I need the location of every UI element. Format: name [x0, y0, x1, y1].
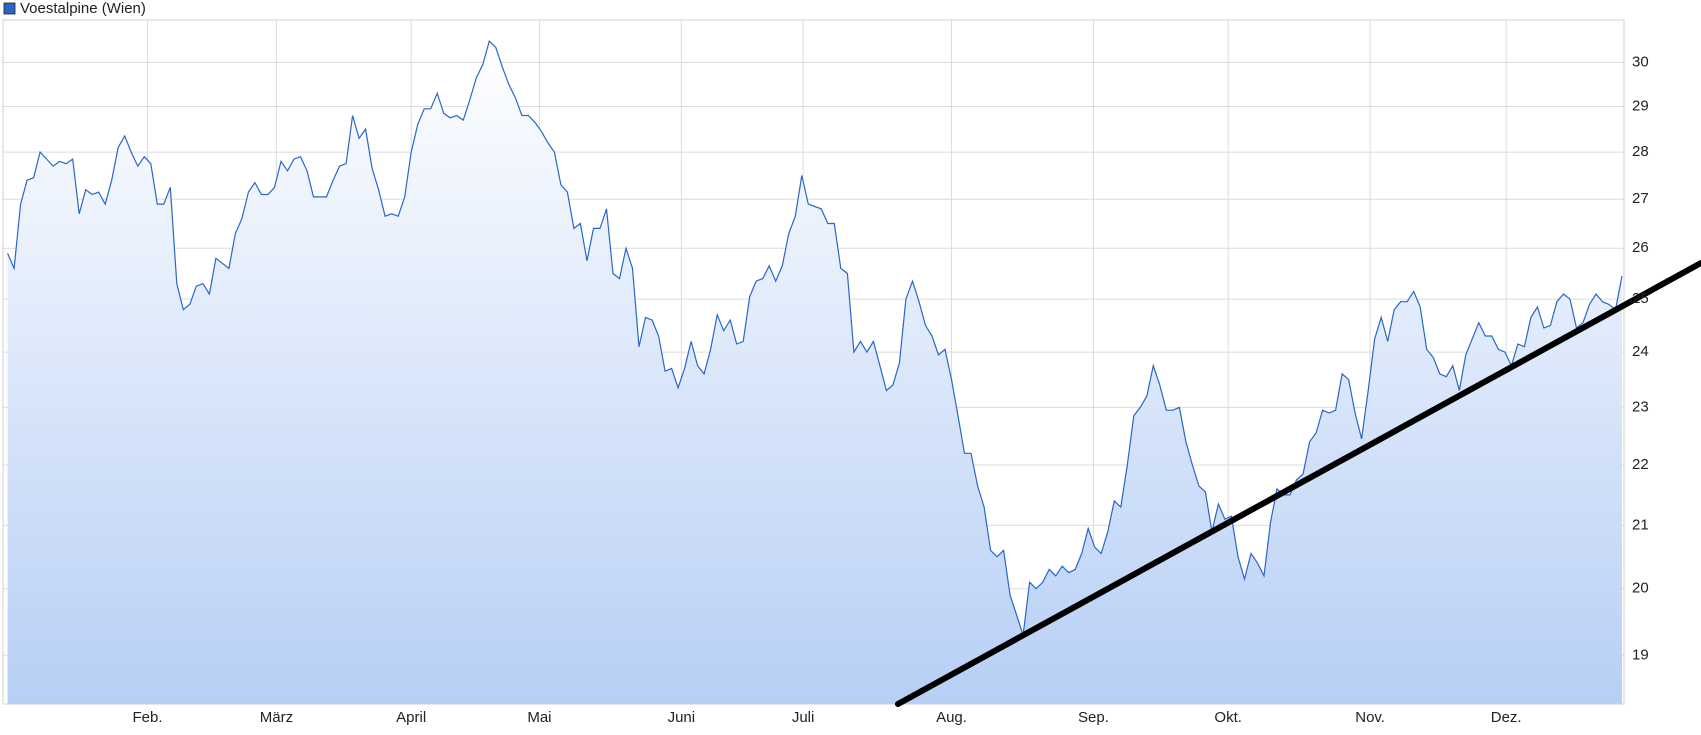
legend-label: Voestalpine (Wien)	[20, 0, 146, 17]
x-tick-label: Juli	[792, 709, 815, 726]
x-tick-label: März	[260, 709, 293, 726]
x-tick-label: Aug.	[936, 709, 967, 726]
x-tick-label: April	[396, 709, 426, 726]
series-line	[7, 39, 1623, 636]
y-tick-label: 23	[1632, 398, 1649, 415]
x-tick-label: Juni	[668, 709, 696, 726]
plot-frame	[2, 19, 1625, 705]
y-tick-label: 22	[1632, 456, 1649, 473]
y-tick-label: 19	[1632, 646, 1649, 663]
x-tick-label: Sep.	[1078, 709, 1109, 726]
plot	[7, 39, 1623, 705]
legend-swatch	[3, 2, 16, 15]
y-tick-label: 21	[1632, 516, 1649, 533]
labels: 19 20 21 22 23 24 25 26 27 28 29 30 Feb. März April Mai…	[3, 0, 1649, 726]
y-tick-label: 25	[1632, 290, 1649, 307]
y-tick-label: 29	[1632, 98, 1649, 115]
y-tick-label: 20	[1632, 580, 1649, 597]
y-tick-label: 30	[1632, 54, 1649, 71]
y-tick-label: 24	[1632, 343, 1649, 360]
x-tick-label: Mai	[527, 709, 551, 726]
trend-line	[895, 260, 1701, 707]
y-tick-label: 26	[1632, 239, 1649, 256]
x-tick-label: Dez.	[1491, 709, 1522, 726]
x-tick-label: Feb.	[133, 709, 163, 726]
x-tick-label: Okt.	[1214, 709, 1242, 726]
area	[7, 41, 1623, 705]
y-tick-label: 28	[1632, 143, 1649, 160]
x-tick-label: Nov.	[1355, 709, 1385, 726]
y-tick-label: 27	[1632, 190, 1649, 207]
